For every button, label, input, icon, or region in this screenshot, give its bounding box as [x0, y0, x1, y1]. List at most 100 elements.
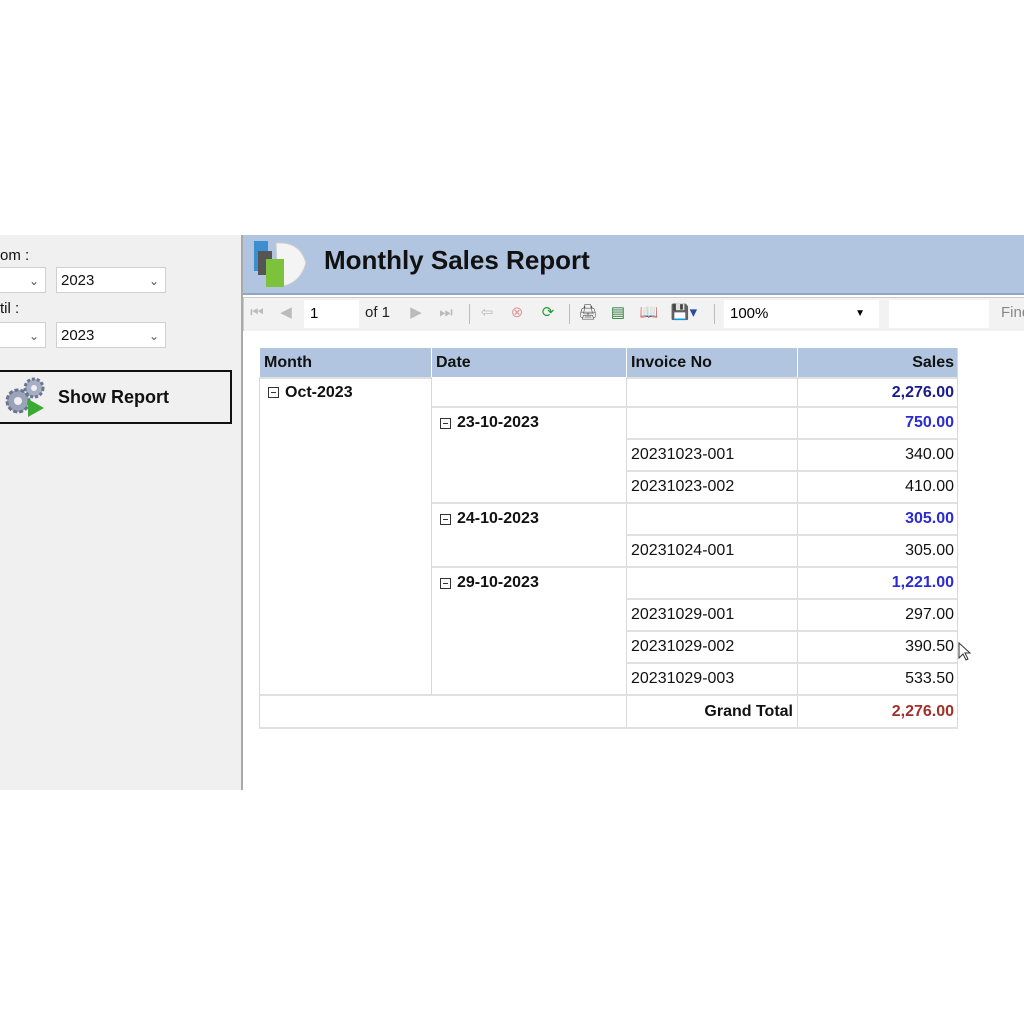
previous-page-icon[interactable]: ◀	[280, 304, 292, 321]
next-page-icon[interactable]: ▶	[410, 304, 422, 321]
from-year-select[interactable]: 2023 ⌄	[56, 267, 166, 293]
grand-total-label: Grand Total	[626, 694, 797, 727]
month-row-sales-text: 2,276.00	[891, 383, 954, 401]
grand-total-value-text: 2,276.00	[891, 702, 954, 720]
grand-total-label-text: Grand Total	[704, 702, 793, 720]
filter-panel: om : ⌄ 2023 ⌄ til : ⌄ 2023 ⌄	[0, 235, 243, 790]
report-logo-icon	[254, 241, 307, 288]
print-icon[interactable]: 🖨	[578, 304, 598, 321]
back-icon[interactable]: ⇦	[480, 304, 494, 321]
find-input[interactable]	[889, 300, 989, 328]
report-header: Monthly Sales Report	[243, 235, 1024, 295]
detail-row-invoice: 20231029-001	[626, 598, 797, 630]
stop-icon[interactable]: ⊗	[510, 304, 524, 321]
print-layout-icon[interactable]: ▤	[610, 304, 626, 321]
refresh-icon[interactable]: ⟳	[541, 304, 555, 321]
gears-play-icon	[5, 377, 45, 417]
month-row-sales: 2,276.00	[797, 377, 958, 406]
until-year-select[interactable]: 2023 ⌄	[56, 322, 166, 348]
detail-row-sales-text: 533.50	[905, 670, 954, 687]
table-right-border	[957, 348, 958, 727]
date-row-invoice	[626, 406, 797, 438]
date-row-sales-text: 305.00	[905, 510, 954, 527]
date-row-date-text: 29-10-2023	[457, 574, 539, 591]
find-button[interactable]: Find	[1001, 304, 1024, 321]
detail-row-date	[431, 534, 626, 566]
detail-row-invoice: 20231024-001	[626, 534, 797, 566]
column-header-date: Date	[431, 348, 626, 377]
month-row-date	[431, 377, 626, 406]
detail-row-date	[431, 470, 626, 502]
detail-row-invoice-text: 20231024-001	[631, 542, 735, 559]
chevron-down-icon: ⌄	[148, 329, 159, 343]
until-year-value: 2023	[61, 327, 95, 344]
detail-row-date	[431, 438, 626, 470]
dropdown-arrow-icon: ▼	[855, 308, 865, 319]
detail-row-invoice-text: 20231023-002	[631, 478, 735, 495]
until-label: til :	[0, 300, 20, 317]
detail-row-sales-text: 340.00	[905, 446, 954, 463]
date-row-sales: 1,221.00	[797, 566, 958, 598]
divider	[469, 304, 470, 324]
detail-row-invoice: 20231023-002	[626, 470, 797, 502]
date-row-month	[259, 502, 431, 534]
detail-row-month	[259, 438, 431, 470]
detail-row-date	[431, 662, 626, 694]
date-row-sales: 750.00	[797, 406, 958, 438]
zoom-value: 100%	[730, 305, 769, 322]
column-header-sales: Sales	[797, 348, 958, 377]
collapse-toggle-icon[interactable]	[440, 417, 451, 429]
table-bottom-border	[259, 727, 958, 729]
detail-row-sales-text: 305.00	[905, 542, 954, 559]
collapse-toggle-icon[interactable]	[268, 387, 279, 398]
from-month-select[interactable]: ⌄	[0, 267, 46, 293]
date-row-date: 23-10-2023	[431, 406, 626, 438]
chevron-down-icon: ⌄	[148, 274, 159, 288]
first-page-icon[interactable]: ⏮	[250, 304, 264, 321]
grand-total-spacer	[259, 694, 626, 727]
detail-row-sales: 297.00	[797, 598, 958, 630]
column-header-month: Month	[259, 348, 431, 377]
detail-row-sales: 410.00	[797, 470, 958, 502]
export-icon[interactable]: 💾▾	[670, 304, 698, 321]
detail-row-sales-text: 297.00	[905, 606, 954, 623]
column-header-sales-text: Sales	[912, 353, 954, 371]
page-setup-icon[interactable]: 📖	[639, 304, 659, 321]
detail-row-sales-text: 410.00	[905, 478, 954, 495]
page-number-input[interactable]: 1	[304, 300, 359, 328]
until-month-select[interactable]: ⌄	[0, 322, 46, 348]
date-row-sales-text: 750.00	[905, 414, 954, 431]
detail-row-date	[431, 598, 626, 630]
from-label: om :	[0, 247, 30, 264]
detail-row-invoice: 20231029-002	[626, 630, 797, 662]
detail-row-sales: 340.00	[797, 438, 958, 470]
column-header-month-text: Month	[264, 353, 312, 371]
detail-row-invoice: 20231023-001	[626, 438, 797, 470]
detail-row-month	[259, 662, 431, 694]
report-title: Monthly Sales Report	[324, 245, 590, 275]
column-header-invoice-no-text: Invoice No	[631, 353, 712, 371]
from-year-value: 2023	[61, 272, 95, 289]
zoom-select[interactable]: 100% ▼	[724, 300, 879, 328]
detail-row-invoice-text: 20231029-001	[631, 606, 735, 623]
collapse-toggle-icon[interactable]	[440, 513, 451, 525]
detail-row-month	[259, 534, 431, 566]
chevron-down-icon: ⌄	[28, 274, 39, 288]
last-page-icon[interactable]: ⏭	[439, 304, 453, 321]
detail-row-sales: 533.50	[797, 662, 958, 694]
date-row-date: 24-10-2023	[431, 502, 626, 534]
date-row-sales-text: 1,221.00	[891, 574, 954, 591]
date-row-date-text: 23-10-2023	[457, 414, 539, 431]
detail-row-date	[431, 630, 626, 662]
show-report-button[interactable]: Show Report	[0, 370, 232, 424]
date-row-sales: 305.00	[797, 502, 958, 534]
date-row-date: 29-10-2023	[431, 566, 626, 598]
collapse-toggle-icon[interactable]	[440, 577, 451, 589]
date-row-date-text: 24-10-2023	[457, 510, 539, 527]
detail-row-sales: 390.50	[797, 630, 958, 662]
detail-row-sales: 305.00	[797, 534, 958, 566]
detail-row-month	[259, 470, 431, 502]
detail-row-invoice-text: 20231023-001	[631, 446, 735, 463]
detail-row-month	[259, 630, 431, 662]
month-row-month-text: Oct-2023	[285, 383, 353, 401]
